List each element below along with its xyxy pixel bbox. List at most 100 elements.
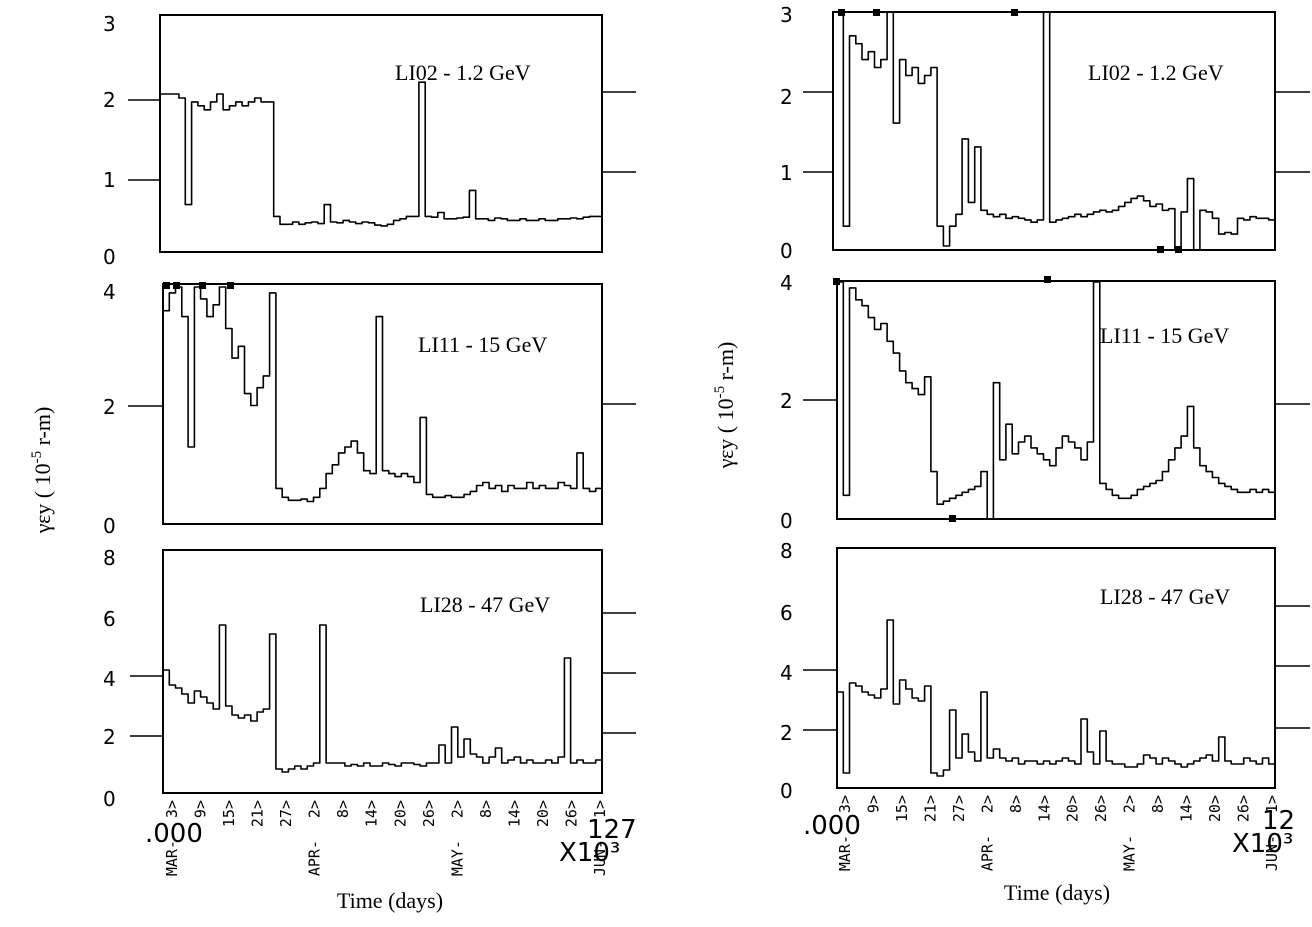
left-column: γεy ( 10-5 r-m) LI02 - 1.2 GeV 3 2 1 0 L… [29,12,637,913]
panel-title: LI28 - 47 GeV [1100,584,1230,609]
clip-marker [173,282,180,289]
right-x-axis-label: Time (days) [1004,880,1110,905]
x-origin-label: .000 [145,819,203,849]
x-tick-day-label: 3> [163,800,181,818]
x-tick-day-label: 8> [477,800,495,818]
y-tick-label: 4 [780,271,793,295]
x-tick-month-label: APR- [306,840,324,876]
x-tick-month-label: MAY- [448,840,466,876]
y-tick-label: 2 [780,85,793,109]
clip-marker [1011,9,1018,16]
x-tick-day-label: 20> [1064,795,1082,822]
panel-title: LI11 - 15 GeV [1100,323,1229,348]
left-panel-li11: LI11 - 15 GeV 4 2 0 [103,280,636,538]
x-tick-month-label: MAR- [836,835,854,871]
right-panel-li11: LI11 - 15 GeV 4 2 0 [780,271,1310,533]
x-scale-label: X10³ [559,838,620,868]
x-tick-day-label: 27> [277,800,295,827]
x-tick-day-label: 2> [306,800,324,818]
right-y-axis-label: γεy ( 10-5 r-m) [712,342,738,470]
x-tick-day-label: 1> [591,800,609,818]
clip-marker [199,282,206,289]
emittance-trace [837,619,1276,777]
y-tick-label: 2 [103,395,116,419]
clip-marker [1044,276,1051,283]
emittance-trace [160,81,603,227]
clip-marker [873,9,880,16]
y-tick-label: 8 [103,546,116,570]
plot-frame [836,547,1276,789]
x-tick-day-label: 26> [1092,795,1110,822]
x-tick-day-label: 20> [1206,795,1224,822]
x-tick-day-label: 8> [334,800,352,818]
x-tick-day-label: 2> [448,800,466,818]
clip-marker [1157,246,1164,253]
y-tick-label: 1 [103,168,116,192]
panel-title: LI02 - 1.2 GeV [395,60,531,85]
left-panel-li28: LI28 - 47 GeV 8 6 4 2 0 [103,546,636,811]
x-tick-day-label: 20> [391,800,409,827]
x-tick-month-label: APR- [978,835,996,871]
emittance-trace [163,624,603,773]
plot-frame [159,14,603,253]
x-origin-label: .000 [803,811,861,841]
y-tick-label: 3 [103,12,116,36]
panel-title: LI02 - 1.2 GeV [1088,60,1224,85]
right-x-axis: 3> MAR- 9> 15> 21> 27> 2> APR- 8> 14> 20> 26> 2> MAY-… [836,795,1281,871]
y-tick-label: 6 [780,601,793,625]
x-tick-day-label: 9> [192,800,210,818]
x-tick-day-label: 14> [1035,795,1053,822]
y-tick-label: 0 [780,509,793,533]
x-end-label: 12 [1262,806,1295,836]
y-tick-label: 0 [103,514,116,538]
y-tick-label: 1 [780,161,793,185]
y-tick-label: 4 [103,667,116,691]
x-tick-day-label: 26> [420,800,438,827]
x-tick-day-label: 21> [249,800,267,827]
y-tick-label: 2 [780,389,793,413]
x-tick-day-label: 15> [220,800,238,827]
left-x-axis-label: Time (days) [337,888,443,913]
x-tick-month-label: MAY- [1121,835,1139,871]
x-tick-day-label: 14> [505,800,523,827]
clip-marker [838,9,845,16]
plot-frame [836,280,1276,520]
right-panel-li02: LI02 - 1.2 GeV 3 2 1 0 [780,3,1310,263]
clip-marker [163,282,170,289]
x-tick-day-label: 2> [1121,795,1139,813]
x-tick-day-label: 14> [363,800,381,827]
x-tick-month-label: JUN- [1263,835,1281,871]
panel-title: LI28 - 47 GeV [420,592,550,617]
clip-marker [949,515,956,522]
clip-marker [1175,246,1182,253]
left-x-axis: 3> MAR- 9> 15> 21> 27> 2> APR- 8> 14> 20> 26> 2> MAY-… [163,800,609,876]
y-tick-label: 8 [780,539,793,563]
x-tick-day-label: 9> [865,795,883,813]
x-scale-label: X10³ [1232,829,1293,859]
x-tick-day-label: 3> [836,795,854,813]
right-panel-li28: LI28 - 47 GeV 8 6 4 2 0 [780,539,1310,803]
clip-marker [227,282,234,289]
y-tick-label: 0 [103,787,116,811]
emittance-trace [163,286,603,503]
x-tick-day-label: 8> [1149,795,1167,813]
x-tick-day-label: 26> [563,800,581,827]
x-tick-day-label: 15> [893,795,911,822]
left-panel-li02: LI02 - 1.2 GeV 3 2 1 0 [103,12,636,269]
y-tick-label: 3 [780,3,793,27]
emittance-trace [837,281,1276,520]
right-column: γεy ( 10-5 r-m) LI02 - 1.2 GeV 3 2 1 0 L… [712,3,1310,905]
y-tick-label: 2 [103,88,116,112]
x-tick-day-label: 2> [978,795,996,813]
plot-frame [832,11,1276,251]
clip-marker [833,278,840,285]
x-tick-day-label: 14> [1178,795,1196,822]
x-tick-day-label: 1> [1263,795,1281,813]
x-end-label: 127 [587,815,637,845]
x-tick-day-label: 20> [534,800,552,827]
plot-frame [162,549,603,794]
y-tick-label: 6 [103,607,116,631]
emittance-trace [837,11,1275,251]
panel-title: LI11 - 15 GeV [418,332,547,357]
